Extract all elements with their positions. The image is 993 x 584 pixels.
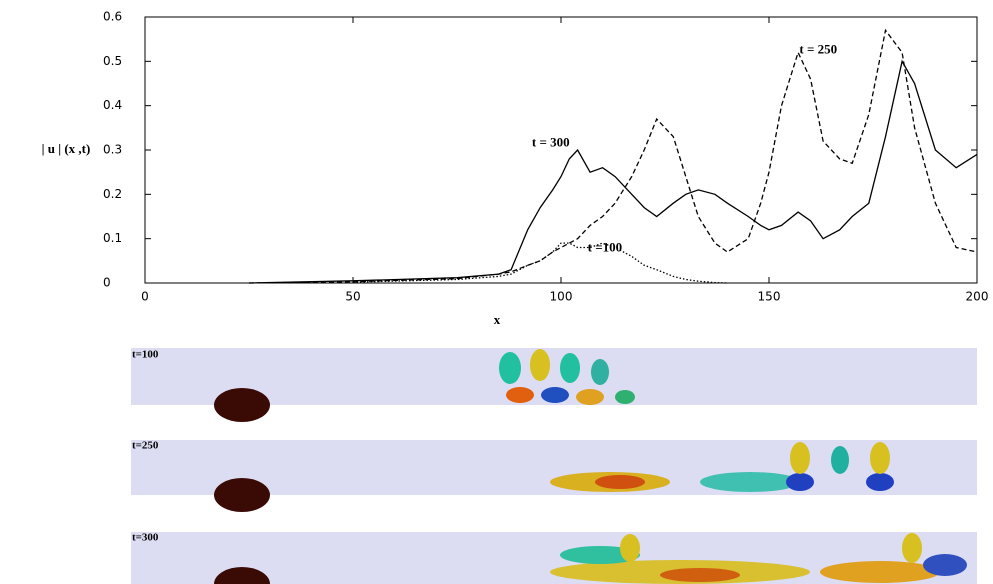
series-label: t = 300	[532, 135, 570, 150]
x-tick-label: 200	[966, 290, 989, 304]
blob	[560, 546, 640, 564]
blob	[700, 472, 800, 492]
y-tick-label: 0.6	[103, 10, 122, 24]
blob	[831, 446, 849, 474]
blob	[615, 390, 635, 404]
panel-1: t=100	[131, 348, 977, 422]
blob	[923, 554, 967, 576]
series-label: t =100	[588, 240, 623, 255]
panel-2: t=250	[131, 440, 977, 512]
blob	[870, 442, 890, 474]
y-tick-label: 0.3	[103, 143, 122, 157]
y-tick-label: 0.5	[103, 54, 122, 68]
blob	[560, 353, 580, 383]
blob	[790, 442, 810, 474]
panel-label: t=250	[132, 440, 159, 452]
y-tick-label: 0.1	[103, 231, 122, 245]
y-axis-label: | u | (x ,t)	[42, 141, 91, 156]
x-tick-label: 150	[758, 290, 781, 304]
panel-label: t=300	[132, 532, 159, 544]
x-tick-label: 0	[141, 290, 149, 304]
x-tick-label: 50	[345, 290, 360, 304]
series-line	[248, 59, 978, 284]
blob	[820, 561, 940, 583]
bump	[214, 478, 270, 512]
blob	[541, 387, 569, 403]
blob	[576, 389, 604, 405]
series-line	[352, 242, 728, 284]
panel-label: t=100	[132, 349, 159, 361]
y-tick-label: 0.4	[103, 98, 122, 112]
blob	[902, 533, 922, 563]
x-axis-label: x	[494, 312, 501, 327]
blob	[660, 568, 740, 582]
blob	[786, 473, 814, 491]
blob	[506, 387, 534, 403]
blob	[620, 534, 640, 562]
y-tick-label: 0.2	[103, 187, 122, 201]
blob	[530, 349, 550, 381]
blob	[595, 475, 645, 489]
series-label: t = 250	[799, 41, 837, 56]
y-tick-label: 0	[103, 276, 111, 290]
bump	[214, 567, 270, 584]
blob	[499, 352, 521, 384]
bump	[214, 388, 270, 422]
x-tick-label: 100	[550, 290, 573, 304]
blob	[866, 473, 894, 491]
panel-3: t=300	[131, 532, 977, 584]
blob	[591, 359, 609, 385]
